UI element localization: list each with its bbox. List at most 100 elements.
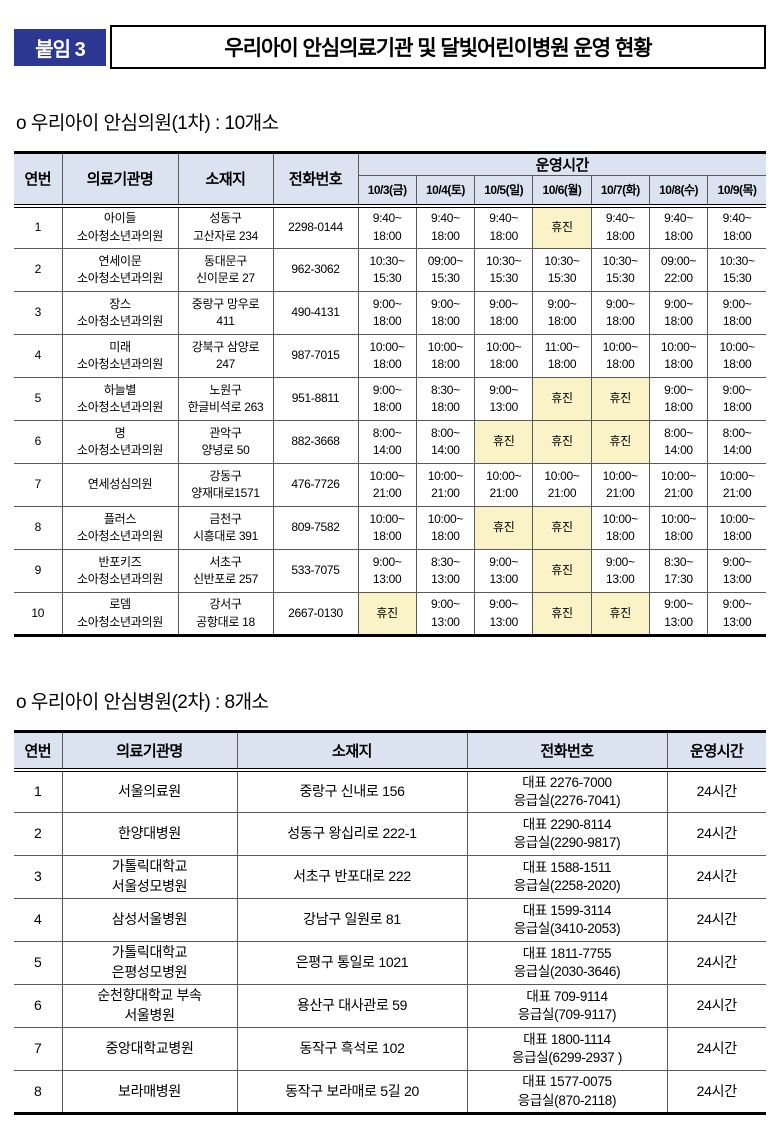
row-number: 8 bbox=[14, 1070, 63, 1114]
closed-cell: 휴진 bbox=[474, 506, 534, 550]
hours-cell: 10:00~ 18:00 bbox=[648, 334, 709, 378]
hours-cell: 9:00~ 18:00 bbox=[532, 291, 592, 335]
col-header-address: 소재지 bbox=[177, 152, 274, 206]
hospital-phone: 대표 1599-3114 응급실(3410-2053) bbox=[466, 898, 668, 942]
hours-cell: 10:00~ 18:00 bbox=[648, 506, 709, 550]
hospital-hours: 24시간 bbox=[666, 1070, 766, 1114]
hours-cell: 8:00~ 14:00 bbox=[648, 420, 709, 464]
attachment-tag: 붙임 3 bbox=[14, 28, 106, 66]
hours-cell: 9:00~ 13:00 bbox=[648, 592, 709, 636]
hospital-phone: 대표 1577-0075 응급실(870-2118) bbox=[466, 1070, 668, 1114]
row-number: 2 bbox=[14, 248, 63, 292]
hospital-address: 성동구 왕십리로 222-1 bbox=[236, 812, 468, 856]
table-row: 4 미래 소아청소년과의원 강북구 삼양로 247 987-7015 10:00~ 18… bbox=[14, 334, 766, 378]
hospital-phone: 대표 2290-8114 응급실(2290-9817) bbox=[466, 812, 668, 856]
date-column-header: 10/4(토) bbox=[415, 175, 476, 206]
hours-cell: 8:30~ 18:00 bbox=[415, 377, 476, 421]
date-column-header: 10/9(목) bbox=[707, 175, 766, 206]
row-number: 8 bbox=[14, 506, 63, 550]
hours-cell: 10:00~ 21:00 bbox=[648, 463, 709, 507]
clinic-address: 동대문구 신이문로 27 bbox=[177, 248, 274, 292]
hospital-hours: 24시간 bbox=[666, 898, 766, 942]
hours-cell: 10:00~ 18:00 bbox=[357, 506, 417, 550]
table-row: 2 연세이문 소아청소년과의원 동대문구 신이문로 27 962-3062 10:30~… bbox=[14, 248, 766, 292]
hours-cell: 9:00~ 18:00 bbox=[474, 291, 534, 335]
hours-cell: 10:00~ 18:00 bbox=[415, 506, 476, 550]
table-row: 3 장스 소아청소년과의원 중랑구 망우로 411 490-4131 9:00~ 18:… bbox=[14, 291, 766, 335]
clinic-phone: 809-7582 bbox=[272, 506, 359, 550]
clinic-phone: 962-3062 bbox=[272, 248, 359, 292]
hours-cell: 9:00~ 18:00 bbox=[415, 291, 476, 335]
hours-cell: 9:00~ 13:00 bbox=[707, 549, 766, 593]
clinic-name: 연세성심의원 bbox=[61, 463, 179, 507]
hospital-name: 서울의료원 bbox=[61, 767, 238, 813]
page-title: 우리아이 안심의료기관 및 달빛어린이병원 운영 현황 bbox=[224, 37, 652, 60]
hours-cell: 9:00~ 13:00 bbox=[707, 592, 766, 636]
hours-cell: 9:40~ 18:00 bbox=[415, 203, 476, 249]
doc-title-box: 우리아이 안심의료기관 및 달빛어린이병원 운영 현황 bbox=[110, 25, 766, 69]
date-column-header: 10/3(금) bbox=[358, 175, 417, 206]
row-number: 6 bbox=[14, 420, 63, 464]
table-row: 8 보라매병원 동작구 보라매로 5길 20 대표 1577-0075 응급실(870… bbox=[14, 1070, 766, 1114]
col-header-hours-group: 운영시간 bbox=[357, 152, 766, 176]
hospital-address: 동작구 보라매로 5길 20 bbox=[236, 1070, 468, 1114]
hours-cell: 11:00~ 18:00 bbox=[532, 334, 592, 378]
section2-heading: o 우리아이 안심병원(2차) : 8개소 bbox=[16, 692, 269, 713]
doc-header: 붙임 3 우리아이 안심의료기관 및 달빛어린이병원 운영 현황 bbox=[14, 24, 766, 70]
table-row: 9 반포키즈 소아청소년과의원 서초구 신반포로 257 533-7075 9:00~ … bbox=[14, 549, 766, 593]
hospital-hours: 24시간 bbox=[666, 941, 766, 985]
clinic-name: 하늘별 소아청소년과의원 bbox=[61, 377, 179, 421]
hours-cell: 9:00~ 13:00 bbox=[590, 549, 650, 593]
hours-cell: 10:00~ 18:00 bbox=[707, 506, 766, 550]
table-row: 6 순천향대학교 부속 서울병원 용산구 대사관로 59 대표 709-9114 응급… bbox=[14, 984, 766, 1028]
clinic-hours-table: 연번 의료기관명 소재지 전화번호 운영시간 10/3(금) 10/4(토) 10/… bbox=[14, 151, 766, 637]
hospital-hours: 24시간 bbox=[666, 984, 766, 1028]
clinic-address: 중랑구 망우로 411 bbox=[177, 291, 274, 335]
hospital-hours: 24시간 bbox=[666, 767, 766, 813]
table-row: 5 가톨릭대학교 은평성모병원 은평구 통일로 1021 대표 1811-7755 응… bbox=[14, 941, 766, 985]
closed-cell: 휴진 bbox=[357, 592, 417, 636]
clinic-phone: 951-8811 bbox=[272, 377, 359, 421]
hospital-address: 용산구 대사관로 59 bbox=[236, 984, 468, 1028]
section1-heading: o 우리아이 안심의원(1차) : 10개소 bbox=[16, 113, 279, 134]
hospital-hours: 24시간 bbox=[666, 1027, 766, 1071]
hospital-phone: 대표 1811-7755 응급실(2030-3646) bbox=[466, 941, 668, 985]
col-header-no: 연번 bbox=[14, 152, 63, 206]
hospital-name: 삼성서울병원 bbox=[61, 898, 238, 942]
clinic-address: 성동구 고산자로 234 bbox=[177, 203, 274, 249]
clinic-phone: 2298-0144 bbox=[272, 203, 359, 249]
hours-cell: 9:00~ 13:00 bbox=[474, 549, 534, 593]
clinic-name: 명 소아청소년과의원 bbox=[61, 420, 179, 464]
hours-cell: 9:00~ 18:00 bbox=[707, 377, 766, 421]
hours-cell: 9:00~ 18:00 bbox=[590, 291, 650, 335]
row-number: 7 bbox=[14, 463, 63, 507]
clinic-address: 노원구 한글비석로 263 bbox=[177, 377, 274, 421]
hours-cell: 9:00~ 18:00 bbox=[707, 291, 766, 335]
clinic-phone: 533-7075 bbox=[272, 549, 359, 593]
closed-cell: 휴진 bbox=[474, 420, 534, 464]
date-column-header: 10/5(일) bbox=[474, 175, 534, 206]
clinic-phone: 987-7015 bbox=[272, 334, 359, 378]
hospital-name: 가톨릭대학교 은평성모병원 bbox=[61, 941, 238, 985]
row-number: 1 bbox=[14, 767, 63, 813]
hours-cell: 10:30~ 15:30 bbox=[590, 248, 650, 292]
hours-cell: 10:00~ 18:00 bbox=[707, 334, 766, 378]
hours-cell: 10:00~ 21:00 bbox=[415, 463, 476, 507]
row-number: 2 bbox=[14, 812, 63, 856]
closed-cell: 휴진 bbox=[532, 420, 592, 464]
closed-cell: 휴진 bbox=[532, 203, 592, 249]
table-row: 10 로뎀 소아청소년과의원 강서구 공항대로 18 2667-0130 휴진 9:00~… bbox=[14, 592, 766, 636]
table-row: 1 서울의료원 중랑구 신내로 156 대표 2276-7000 응급실(2276-7… bbox=[14, 767, 766, 813]
clinic-address: 관악구 양녕로 50 bbox=[177, 420, 274, 464]
hours-cell: 10:00~ 21:00 bbox=[532, 463, 592, 507]
table-row: 4 삼성서울병원 강남구 일원로 81 대표 1599-3114 응급실(3410-2… bbox=[14, 898, 766, 942]
clinic-phone: 476-7726 bbox=[272, 463, 359, 507]
row-number: 4 bbox=[14, 334, 63, 378]
clinic-phone: 2667-0130 bbox=[272, 592, 359, 636]
hospital-hours: 24시간 bbox=[666, 812, 766, 856]
hours-cell: 10:00~ 21:00 bbox=[590, 463, 650, 507]
clinic-name: 로뎀 소아청소년과의원 bbox=[61, 592, 179, 636]
col-header-no: 연번 bbox=[14, 731, 63, 770]
hours-cell: 9:00~ 13:00 bbox=[474, 592, 534, 636]
